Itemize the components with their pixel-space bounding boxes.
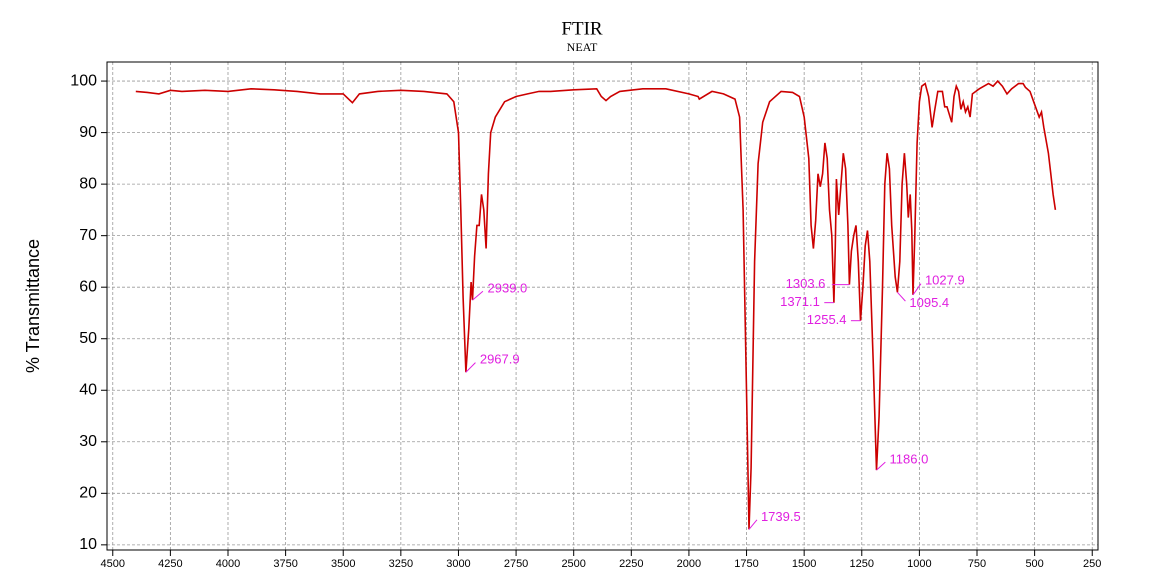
peak-leader <box>472 290 484 301</box>
chart-title: FTIR <box>561 18 603 39</box>
peak-label: 1255.4 <box>807 312 847 327</box>
y-tick-label: 70 <box>79 227 97 244</box>
x-tick-label: 1250 <box>850 558 874 570</box>
x-tick-label: 3250 <box>389 558 413 570</box>
peak-leader <box>465 362 476 373</box>
x-tick-label: 250 <box>1083 558 1101 570</box>
y-tick-label: 60 <box>79 278 97 295</box>
x-tick-label: 1750 <box>734 558 758 570</box>
peak-label: 1027.9 <box>925 272 965 287</box>
chart-subtitle: NEAT <box>567 40 598 54</box>
x-tick-label: 2250 <box>619 558 643 570</box>
peak-label: 2939.0 <box>488 281 528 296</box>
x-tick-label: 3500 <box>331 558 355 570</box>
peak-label: 1371.1 <box>780 294 820 309</box>
x-tick-label: 4000 <box>216 558 240 570</box>
peak-label: 1095.4 <box>909 295 949 310</box>
x-tick-label: 1000 <box>907 558 931 570</box>
plot-frame <box>106 61 1099 551</box>
x-tick-label: 500 <box>1025 558 1043 570</box>
peak-leader <box>748 519 758 530</box>
y-tick-label: 20 <box>79 485 97 502</box>
y-tick-label: 90 <box>79 124 97 141</box>
y-tick-label: 100 <box>70 72 97 89</box>
x-tick-label: 3000 <box>446 558 470 570</box>
y-tick-label: 80 <box>79 175 97 192</box>
x-tick-label: 4250 <box>158 558 182 570</box>
x-tick-label: 750 <box>968 558 986 570</box>
y-tick-label: 10 <box>79 536 97 553</box>
x-tick-label: 4500 <box>101 558 125 570</box>
peak-leader <box>876 461 886 471</box>
y-axis-label: % Transmittance <box>23 239 43 373</box>
peak-label: 1186.0 <box>890 452 929 467</box>
peak-label: 1739.5 <box>761 509 801 524</box>
y-tick-label: 40 <box>79 381 97 398</box>
x-tick-label: 1500 <box>792 558 816 570</box>
peak-label: 2967.9 <box>480 352 520 367</box>
x-tick-label: 3750 <box>273 558 297 570</box>
peak-label: 1303.6 <box>786 276 826 291</box>
peak-leader <box>912 283 922 296</box>
peak-leader <box>897 292 906 302</box>
x-tick-label: 2500 <box>561 558 585 570</box>
y-tick-label: 30 <box>79 433 97 450</box>
x-tick-label: 2000 <box>677 558 701 570</box>
spectrum-line <box>135 79 1057 530</box>
y-tick-label: 50 <box>79 330 97 347</box>
x-tick-label: 2750 <box>504 558 528 570</box>
